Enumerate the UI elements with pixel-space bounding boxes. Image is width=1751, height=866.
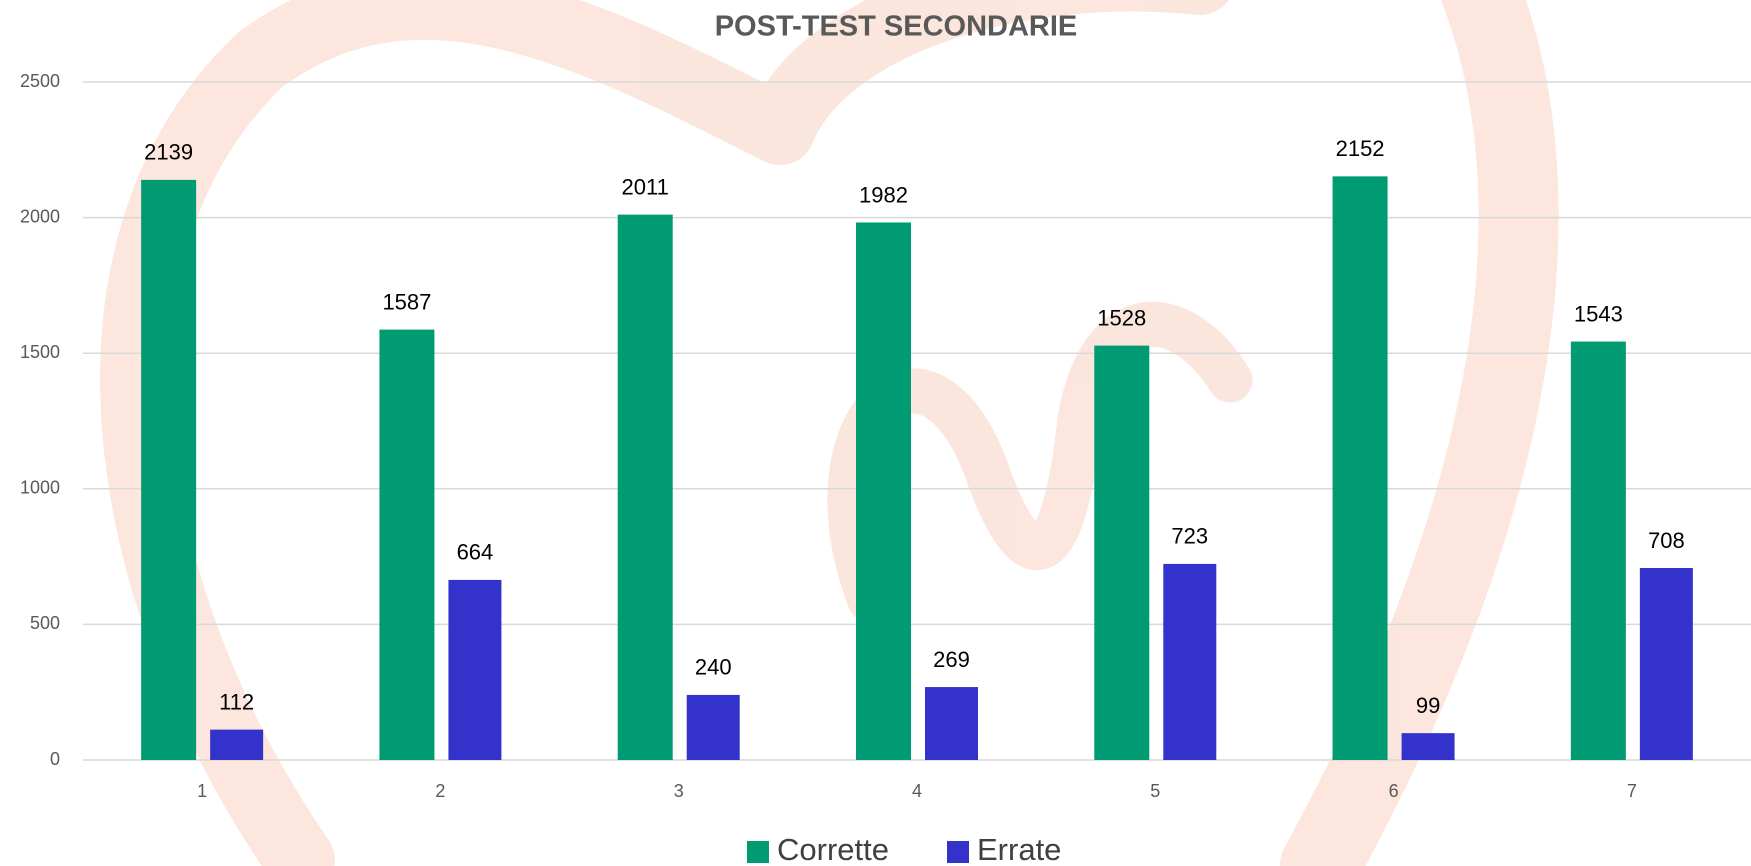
data-label: 2139 bbox=[144, 140, 193, 165]
watermark bbox=[100, 0, 1559, 866]
y-tick-label: 1000 bbox=[20, 478, 60, 498]
x-tick-label: 1 bbox=[197, 781, 207, 801]
y-tick-label: 500 bbox=[30, 613, 60, 633]
bar bbox=[448, 579, 502, 760]
bar bbox=[210, 729, 264, 760]
data-label: 1982 bbox=[859, 182, 908, 207]
bar bbox=[686, 694, 740, 760]
legend-swatch bbox=[747, 841, 769, 863]
data-label: 240 bbox=[695, 655, 732, 680]
x-tick-label: 7 bbox=[1627, 781, 1637, 801]
x-tick-label: 2 bbox=[435, 781, 445, 801]
y-tick-label: 0 bbox=[50, 749, 60, 769]
y-tick-label: 2500 bbox=[20, 71, 60, 91]
bar bbox=[856, 222, 911, 761]
bar bbox=[1094, 345, 1150, 760]
bar bbox=[925, 687, 978, 760]
bar bbox=[1570, 341, 1626, 760]
data-label: 2152 bbox=[1336, 136, 1385, 161]
legend-swatch bbox=[947, 841, 969, 863]
x-tick-label: 4 bbox=[912, 781, 922, 801]
y-tick-label: 1500 bbox=[20, 342, 60, 362]
x-tick-label: 3 bbox=[674, 781, 684, 801]
chart-title: POST-TEST SECONDARIE bbox=[715, 11, 1078, 43]
data-label: 2011 bbox=[622, 174, 669, 199]
data-label: 1587 bbox=[382, 289, 431, 314]
data-label: 1543 bbox=[1574, 301, 1623, 326]
bar bbox=[1639, 567, 1693, 760]
legend-label: Corrette bbox=[777, 832, 889, 866]
data-label: 664 bbox=[457, 540, 494, 565]
bar bbox=[1332, 176, 1388, 761]
y-tick-label: 2000 bbox=[20, 206, 60, 226]
bar bbox=[141, 179, 197, 760]
bar bbox=[1401, 733, 1455, 760]
data-label: 269 bbox=[933, 647, 970, 672]
bar bbox=[379, 329, 435, 760]
x-tick-label: 6 bbox=[1389, 781, 1399, 801]
data-label: 708 bbox=[1648, 528, 1685, 553]
data-label: 1528 bbox=[1097, 305, 1146, 330]
data-label: 723 bbox=[1171, 524, 1208, 549]
bar bbox=[617, 214, 673, 760]
data-label: 99 bbox=[1416, 693, 1440, 718]
data-label: 112 bbox=[219, 689, 254, 714]
bar bbox=[1163, 563, 1217, 760]
legend-label: Errate bbox=[977, 832, 1061, 866]
x-tick-label: 5 bbox=[1150, 781, 1160, 801]
